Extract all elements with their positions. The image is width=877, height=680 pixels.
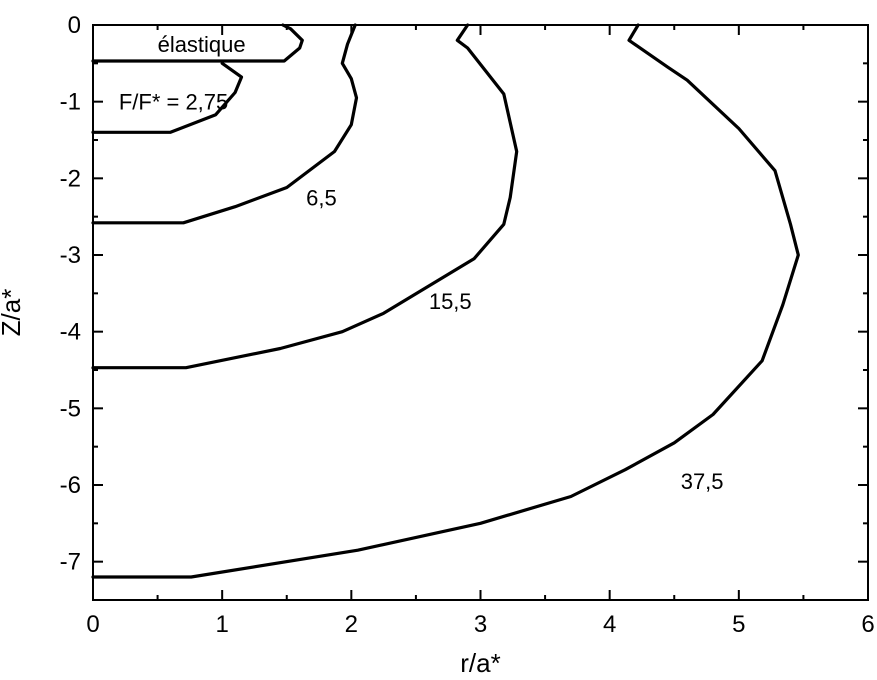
contour-lines [91,23,800,579]
x-tick-label: 3 [474,611,487,638]
contour-label-37-5: 37,5 [681,469,724,494]
x-tick-label: 1 [215,611,228,638]
x-tick-label: 6 [861,611,874,638]
y-tick-label: -6 [60,472,81,499]
x-axis-title: r/a* [460,648,500,678]
contour-label-2-75: F/F* = 2,75 [119,90,228,115]
y-tick-label: 0 [68,12,81,39]
x-tick-label: 2 [345,611,358,638]
y-tick-label: -5 [60,395,81,422]
x-tick-label: 0 [86,611,99,638]
contour-line-37-5 [91,23,800,579]
y-axis-title: Z/a* [0,289,26,337]
y-tick-label: -4 [60,319,81,346]
contour-labels: élastique F/F* = 2,75 6,5 15,5 37,5 [119,32,724,494]
x-tick-label: 5 [732,611,745,638]
y-tick-label: -7 [60,549,81,576]
contour-label-15-5: 15,5 [429,289,472,314]
contour-label-elastique: élastique [158,32,246,57]
y-tick-label: -1 [60,89,81,116]
y-tick-label: -2 [60,165,81,192]
contour-line-15-5 [91,23,519,370]
x-tick-label: 4 [603,611,616,638]
y-tick-label: -3 [60,242,81,269]
contour-line-elastique [91,23,304,63]
contour-label-6-5: 6,5 [306,186,337,211]
contour-line-2-75 [91,61,244,134]
contour-line-6-5 [91,23,359,225]
axes: 0 1 2 3 4 5 6 0 -1 -2 -3 -4 -5 -6 -7 [60,12,875,638]
